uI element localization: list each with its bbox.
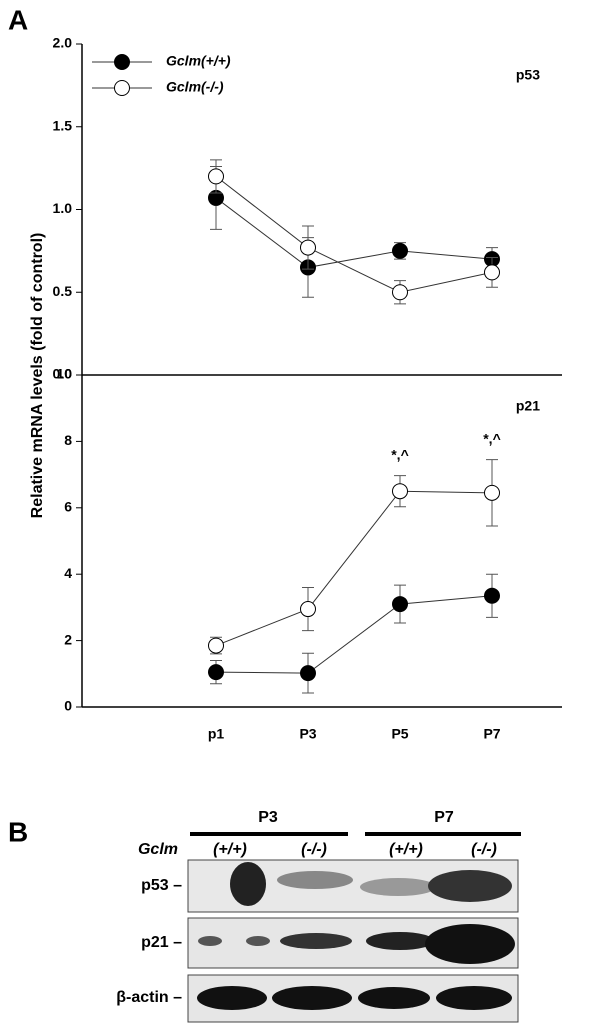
legend-label: Gclm(-/-) (166, 79, 224, 95)
series-line (215, 490, 493, 647)
series-line (215, 197, 493, 268)
genotype-label: Gclm (138, 841, 178, 858)
y-tick-label: 2 (64, 631, 72, 647)
data-point (208, 168, 224, 185)
band (366, 932, 434, 950)
blot (187, 832, 521, 1023)
y-tick-label: 0.5 (53, 283, 73, 299)
panel-label: B (8, 816, 28, 847)
x-tick-label: p1 (208, 726, 225, 742)
band (428, 870, 512, 902)
legend-marker (114, 54, 130, 70)
y-tick-label: 2.0 (53, 35, 73, 51)
group-label: P7 (434, 809, 454, 826)
band (425, 924, 515, 964)
data-point (300, 665, 316, 682)
band (197, 986, 267, 1010)
row-label: p53 – (141, 877, 182, 894)
x-tick-label: P7 (483, 726, 500, 742)
annotation: *,^ (391, 446, 409, 462)
band (198, 936, 222, 946)
y-tick-label: 4 (64, 565, 72, 581)
data-point (392, 242, 408, 259)
genotype: (-/-) (471, 841, 497, 858)
data-point (208, 637, 224, 654)
panel-label: A (8, 4, 28, 35)
x-tick-label: P3 (299, 726, 316, 742)
y-axis-label: Relative mRNA levels (fold of control) (29, 233, 46, 519)
y-tick-label: 0.0 (53, 366, 73, 382)
y-tick-label: 10 (56, 366, 72, 382)
band (280, 933, 352, 949)
series-line (215, 176, 493, 293)
panel-title: p53 (516, 67, 540, 83)
genotype: (-/-) (301, 841, 327, 858)
genotype: (+/+) (389, 841, 423, 858)
row-label: p21 – (141, 934, 182, 951)
band (436, 986, 512, 1010)
band (272, 986, 352, 1010)
band (230, 862, 266, 906)
panel-title: p21 (516, 398, 540, 414)
data-point (484, 264, 500, 281)
genotype: (+/+) (213, 841, 247, 858)
y-tick-label: 1.0 (53, 200, 73, 216)
y-tick-label: 8 (64, 432, 72, 448)
annotation: *,^ (483, 430, 501, 446)
y-tick-label: 6 (64, 499, 72, 515)
y-tick-label: 0 (64, 698, 72, 714)
data-point (484, 587, 500, 604)
legend-label: Gclm(+/+) (166, 53, 231, 69)
data-point (208, 664, 224, 681)
legend-marker (114, 80, 130, 96)
band (277, 871, 353, 889)
series-line (215, 595, 493, 674)
y-tick-label: 1.5 (53, 117, 73, 133)
data-point (484, 484, 500, 501)
band (360, 878, 436, 896)
data-point (300, 601, 316, 618)
band (246, 936, 270, 946)
x-tick-label: P5 (391, 726, 408, 742)
band (358, 987, 430, 1009)
data-point (392, 596, 408, 613)
data-point (392, 483, 408, 500)
data-point (300, 239, 316, 256)
data-point (392, 284, 408, 301)
group-label: P3 (258, 809, 278, 826)
row-label: β-actin – (116, 989, 182, 1006)
